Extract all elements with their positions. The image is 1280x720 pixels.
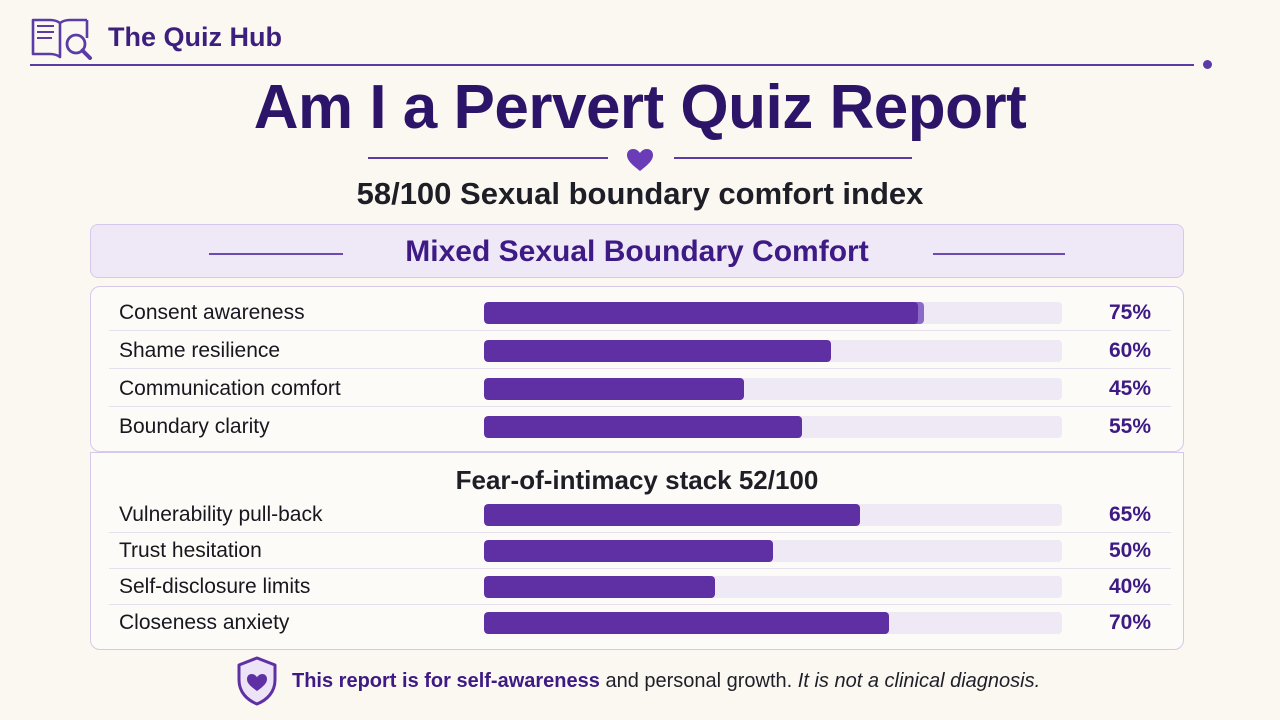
score-bar-fill [484, 302, 918, 324]
score-label: Self-disclosure limits [119, 575, 311, 598]
score-summary: 58/100 Sexual boundary comfort index [356, 176, 924, 211]
disclaimer-italic: It is not a clinical diagnosis. [797, 669, 1041, 692]
score-bar-track [484, 504, 1062, 526]
score-row-consent-awareness: Consent awareness 75% [109, 295, 1171, 331]
score-label: Closeness anxiety [119, 611, 290, 634]
header-divider [30, 64, 1194, 66]
result-label: Mixed Sexual Boundary Comfort [405, 235, 869, 268]
score-bar-fill [484, 378, 745, 400]
score-row-communication-comfort: Communication comfort 45% [109, 371, 1171, 407]
score-label: Consent awareness [119, 301, 305, 324]
score-bar-fill [484, 540, 773, 562]
brand[interactable]: The Quiz Hub [30, 14, 282, 60]
boundary-scores-card: Consent awareness 75% Shame resilience 6… [90, 286, 1184, 452]
disclaimer-strong: This report is for self-awareness [292, 669, 600, 692]
score-bar-track [484, 540, 1062, 562]
score-bar-fill [484, 612, 889, 634]
shield-heart-icon [237, 656, 277, 706]
score-bar-track [484, 416, 1062, 438]
disclaimer: This report is for self-awareness and pe… [236, 656, 1040, 706]
book-magnifier-icon [31, 18, 92, 60]
section-heading: Fear-of-intimacy stack 52/100 [455, 465, 819, 495]
score-bar-track [484, 612, 1062, 634]
score-row-self-disclosure-limits: Self-disclosure limits 40% [109, 569, 1171, 605]
score-bar-fill [484, 576, 716, 598]
score-percent: 70% [1108, 611, 1151, 634]
banner-rule-left [209, 253, 343, 255]
banner-rule-right [933, 253, 1065, 255]
title-divider-left [368, 157, 608, 159]
intimacy-scores-card: Fear-of-intimacy stack 52/100 Vulnerabil… [90, 452, 1184, 650]
score-percent: 40% [1108, 575, 1151, 598]
title-divider-right [674, 157, 912, 159]
score-label: Vulnerability pull-back [119, 503, 323, 526]
score-percent: 55% [1108, 415, 1151, 438]
score-bar-track [484, 576, 1062, 598]
score-percent: 75% [1108, 301, 1151, 324]
score-percent: 60% [1108, 339, 1151, 362]
disclaimer-plain: and personal growth. [599, 669, 798, 692]
score-label: Boundary clarity [119, 415, 270, 438]
page-title: Am I a Pervert Quiz Report [253, 73, 1027, 142]
brand-name: The Quiz Hub [108, 21, 282, 52]
score-row-shame-resilience: Shame resilience 60% [109, 333, 1171, 369]
score-bar-fill [484, 340, 831, 362]
score-bar-fill [484, 416, 802, 438]
score-percent: 65% [1108, 503, 1151, 526]
score-bar-fill [484, 504, 860, 526]
header-divider-dot [1203, 60, 1212, 69]
score-row-closeness-anxiety: Closeness anxiety 70% [109, 605, 1171, 641]
score-bar-track [484, 302, 1062, 324]
score-row-vulnerability-pull-back: Vulnerability pull-back 65% [109, 497, 1171, 533]
heart-icon [627, 149, 653, 171]
score-label: Shame resilience [119, 339, 281, 362]
score-row-boundary-clarity: Boundary clarity 55% [109, 409, 1171, 445]
score-bar-track [484, 378, 1062, 400]
score-percent: 50% [1108, 539, 1151, 562]
disclaimer-text: This report is for self-awareness and pe… [292, 670, 1040, 693]
score-label: Trust hesitation [119, 539, 262, 562]
score-percent: 45% [1108, 377, 1151, 400]
result-banner: Mixed Sexual Boundary Comfort [90, 224, 1184, 278]
score-bar-track [484, 340, 1062, 362]
score-row-trust-hesitation: Trust hesitation 50% [109, 533, 1171, 569]
score-label: Communication comfort [119, 377, 341, 400]
